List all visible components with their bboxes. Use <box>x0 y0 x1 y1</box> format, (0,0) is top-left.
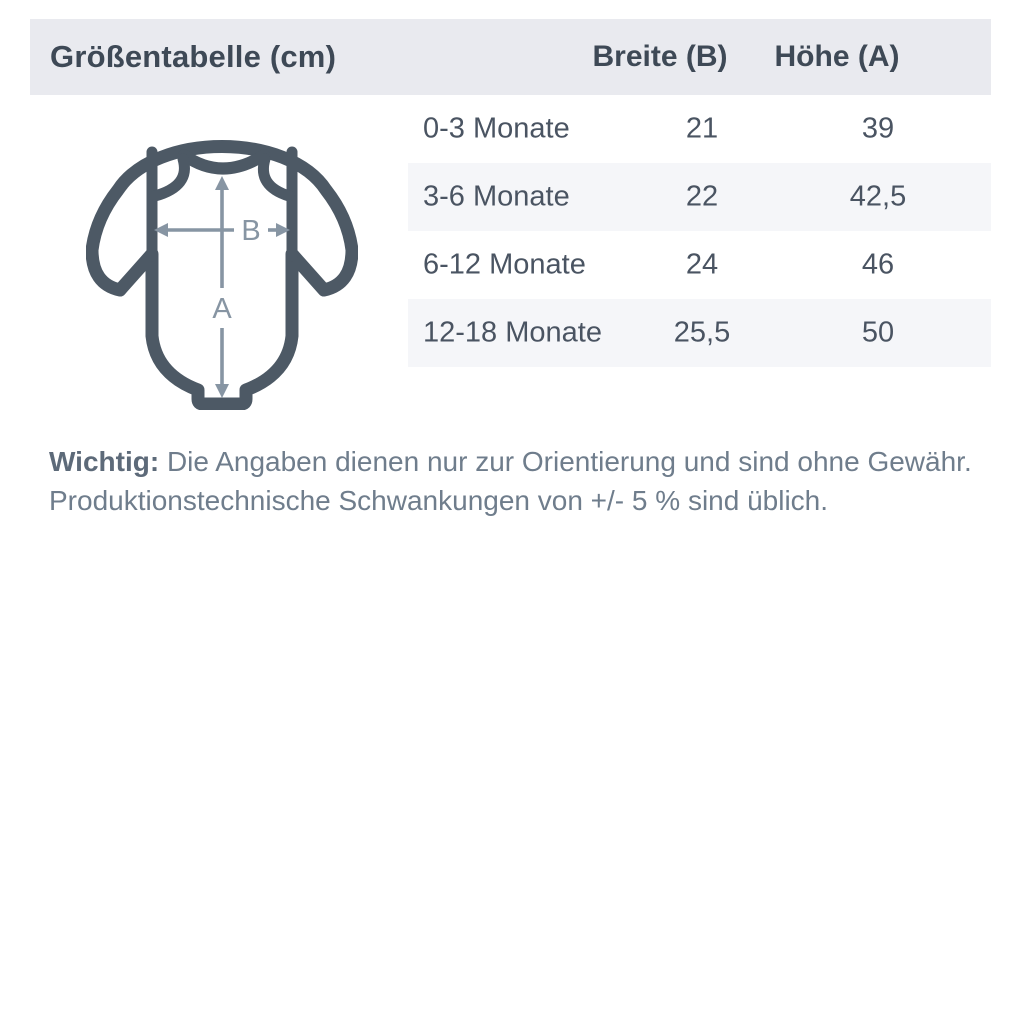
arrow-right-head <box>276 223 290 237</box>
height-value: 46 <box>861 248 895 281</box>
width-value: 22 <box>685 180 719 213</box>
disclaimer-note: Wichtig: Die Angaben dienen nur zur Orie… <box>49 442 979 520</box>
neckline-rim <box>178 149 270 175</box>
table-header-bar: Größentabelle (cm) Breite (B) Höhe (A) <box>30 19 991 95</box>
note-line1: Die Angaben dienen nur zur Orientierung … <box>159 446 972 477</box>
left-fold-arc <box>149 153 190 202</box>
note-prefix: Wichtig: <box>49 446 160 477</box>
column-header-height: Höhe (A) <box>774 40 900 73</box>
size-label: 12-18 Monate <box>423 316 602 349</box>
width-value: 25,5 <box>673 316 731 349</box>
column-header-width: Breite (B) <box>592 40 728 73</box>
height-value: 39 <box>861 112 895 145</box>
size-label: 0-3 Monate <box>423 112 570 145</box>
table-row: 12-18 Monate 25,5 50 <box>408 299 991 367</box>
size-label: 6-12 Monate <box>423 248 586 281</box>
baby-bodysuit-diagram: A B <box>86 138 358 410</box>
width-dimension-label: B <box>241 215 260 247</box>
width-value: 24 <box>685 248 719 281</box>
height-value: 42,5 <box>849 180 907 213</box>
arrow-up-head <box>215 176 229 190</box>
baby-bodysuit-icon: A B <box>86 140 358 410</box>
size-label: 3-6 Monate <box>423 180 570 213</box>
height-dimension-label: A <box>212 293 232 325</box>
arrow-down-head <box>215 384 229 398</box>
table-row: 3-6 Monate 22 42,5 <box>408 163 991 231</box>
measurement-arrows <box>154 176 290 398</box>
right-fold-arc <box>258 153 295 202</box>
arrow-left-head <box>154 223 168 237</box>
height-value: 50 <box>861 316 895 349</box>
table-row: 6-12 Monate 24 46 <box>408 231 991 299</box>
size-table-rows: 0-3 Monate 21 39 3-6 Monate 22 42,5 6-12… <box>408 95 991 367</box>
note-line2: Produktionstechnische Schwankungen von +… <box>49 485 829 516</box>
table-row: 0-3 Monate 21 39 <box>408 95 991 163</box>
width-value: 21 <box>685 112 719 145</box>
chart-title: Größentabelle (cm) <box>50 39 337 74</box>
